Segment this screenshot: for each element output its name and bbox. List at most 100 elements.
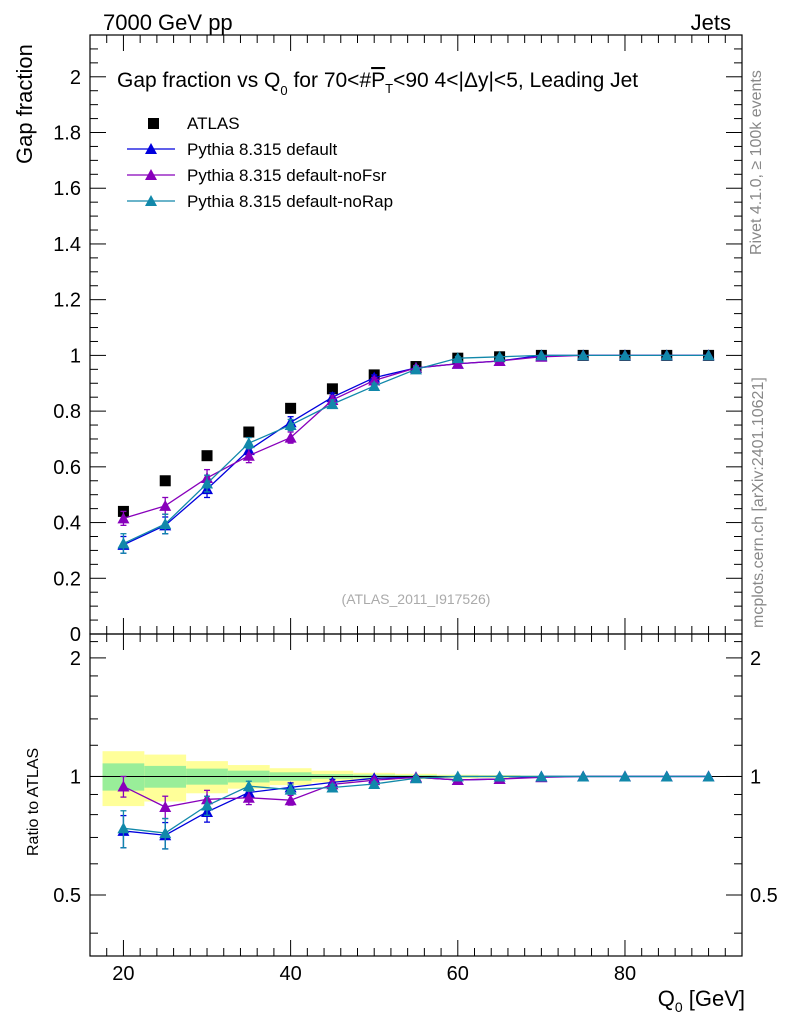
- series-ratio-point: [410, 772, 422, 784]
- series-point: [284, 431, 297, 443]
- x-axis-label-sub: 0: [675, 999, 683, 1015]
- series-point: [493, 350, 506, 362]
- y-tick-label: 1.6: [53, 178, 81, 200]
- series-point: [242, 437, 255, 449]
- series-1: [117, 349, 715, 820]
- series-ratio-point: [660, 770, 673, 782]
- atlas-data-point: [285, 402, 297, 414]
- x-tick-label: 60: [447, 963, 469, 985]
- y-tick-label: 1.8: [53, 123, 81, 145]
- header-left-label: 7000 GeV pp: [103, 10, 233, 35]
- legend-marker-atlas: [148, 118, 159, 129]
- series-point: [577, 349, 590, 361]
- legend: ATLAS Pythia 8.315 default Pythia 8.315 …: [127, 114, 393, 211]
- y-tick-label: 0.6: [53, 457, 81, 479]
- plot-title: Gap fraction vs Q0 for 70<#PT<90 4<|Δy|<…: [117, 69, 638, 98]
- legend-label-atlas: ATLAS: [187, 114, 240, 133]
- legend-marker-nofsr: [145, 169, 157, 180]
- series-point: [535, 349, 548, 361]
- atlas-data-point: [243, 426, 255, 438]
- source-label: mcplots.cern.ch [arXiv:2401.10621]: [750, 377, 767, 628]
- series-line: [123, 354, 709, 545]
- series-ratio-point: [117, 822, 130, 834]
- series-ratio-point: [201, 799, 214, 811]
- series-ratio-point: [117, 780, 130, 792]
- series-ratio-point: [159, 801, 172, 813]
- series-point: [242, 449, 255, 461]
- y-tick-label: 0.4: [53, 513, 81, 535]
- y-tick-label: 0.2: [53, 568, 81, 590]
- series-ratio-point: [284, 794, 297, 806]
- data-series: [117, 349, 715, 850]
- series-ratio-point: [577, 770, 590, 782]
- x-tick-label: 20: [112, 963, 134, 985]
- legend-marker-norap: [145, 195, 157, 206]
- x-axis-label-main: Q: [658, 986, 675, 1011]
- series-ratio-point: [326, 781, 339, 793]
- ratio-tick-label-right: 0.5: [750, 885, 778, 907]
- atlas-data-point: [201, 450, 213, 462]
- x-axis-label-unit: [GeV]: [683, 986, 745, 1011]
- series-point: [702, 349, 715, 361]
- legend-item-default: Pythia 8.315 default: [127, 140, 338, 159]
- legend-item-atlas: ATLAS: [148, 114, 240, 133]
- legend-item-nofsr: Pythia 8.315 default-noFsr: [127, 166, 387, 185]
- ratio-y-axis-label: Ratio to ATLAS: [25, 748, 42, 856]
- series-line: [123, 354, 709, 546]
- y-tick-label: 1.4: [53, 234, 81, 256]
- series-point: [660, 349, 673, 361]
- legend-marker-default: [145, 143, 157, 154]
- series-ratio-point: [535, 770, 548, 782]
- ratio-tick-label: 1: [70, 766, 81, 788]
- y-tick-label: 1.2: [53, 290, 81, 312]
- ratio-tick-label: 0.5: [53, 885, 81, 907]
- series-ratio-point: [242, 791, 255, 803]
- series-point: [410, 363, 422, 375]
- series-point: [117, 537, 130, 549]
- legend-item-norap: Pythia 8.315 default-noRap: [127, 192, 393, 211]
- atlas-data-point: [159, 475, 171, 487]
- y-axis-label: Gap fraction: [12, 44, 37, 164]
- series-point: [117, 512, 130, 524]
- plot-title-part-c: <90 4<|Δy|<5, Leading Jet: [393, 69, 638, 92]
- plot-title-part-b: for 70<#: [288, 69, 372, 92]
- series-2: [117, 349, 715, 850]
- legend-label-nofsr: Pythia 8.315 default-noFsr: [187, 166, 387, 185]
- series-point: [451, 352, 464, 364]
- analysis-watermark: (ATLAS_2011_I917526): [342, 591, 491, 607]
- series-ratio-point: [702, 770, 715, 782]
- series-ratio-point: [368, 777, 381, 789]
- y-tick-label: 0.8: [53, 401, 81, 423]
- series-point: [326, 398, 339, 410]
- ratio-tick-label-right: 1: [750, 766, 761, 788]
- ratio-tick-label: 2: [70, 648, 81, 670]
- ratio-plot-frame: [89, 633, 743, 957]
- atlas-data-point: [326, 383, 338, 395]
- plot-title-part-a: Gap fraction vs Q: [117, 69, 280, 92]
- x-tick-label: 80: [614, 963, 636, 985]
- plot-title-sub-q: 0: [280, 83, 287, 98]
- ratio-tick-label-right: 2: [750, 648, 761, 670]
- series-ratio-point: [451, 770, 464, 782]
- series-point: [159, 517, 172, 529]
- axis-ticks: 0 0.2 0.4 0.6 0.8 1 1.2 1.4 1.6 1.8 2 0.5 0.5 1 1 2 2 20 4…: [53, 35, 778, 985]
- series-point: [284, 419, 297, 431]
- series-point: [451, 357, 464, 369]
- x-tick-label: 40: [279, 963, 301, 985]
- series-point: [618, 349, 631, 361]
- plot-title-sub-t: T: [385, 81, 393, 96]
- series-ratio-point: [284, 783, 297, 795]
- series-point: [159, 499, 172, 511]
- rivet-version-label: Rivet 4.1.0, ≥ 100k events: [748, 70, 765, 255]
- y-tick-label: 1: [70, 345, 81, 367]
- series-point: [368, 380, 381, 392]
- series-ratio-point: [242, 780, 255, 792]
- y-tick-label: 0: [70, 624, 81, 646]
- legend-label-norap: Pythia 8.315 default-noRap: [187, 192, 393, 211]
- series-ratio-point: [618, 770, 631, 782]
- y-tick-label: 2: [70, 67, 81, 89]
- x-axis-label: Q0 [GeV]: [658, 986, 745, 1015]
- series-ratio-point: [159, 827, 172, 839]
- header-right-label: Jets: [691, 10, 731, 35]
- plot-title-over-p: P: [371, 69, 385, 92]
